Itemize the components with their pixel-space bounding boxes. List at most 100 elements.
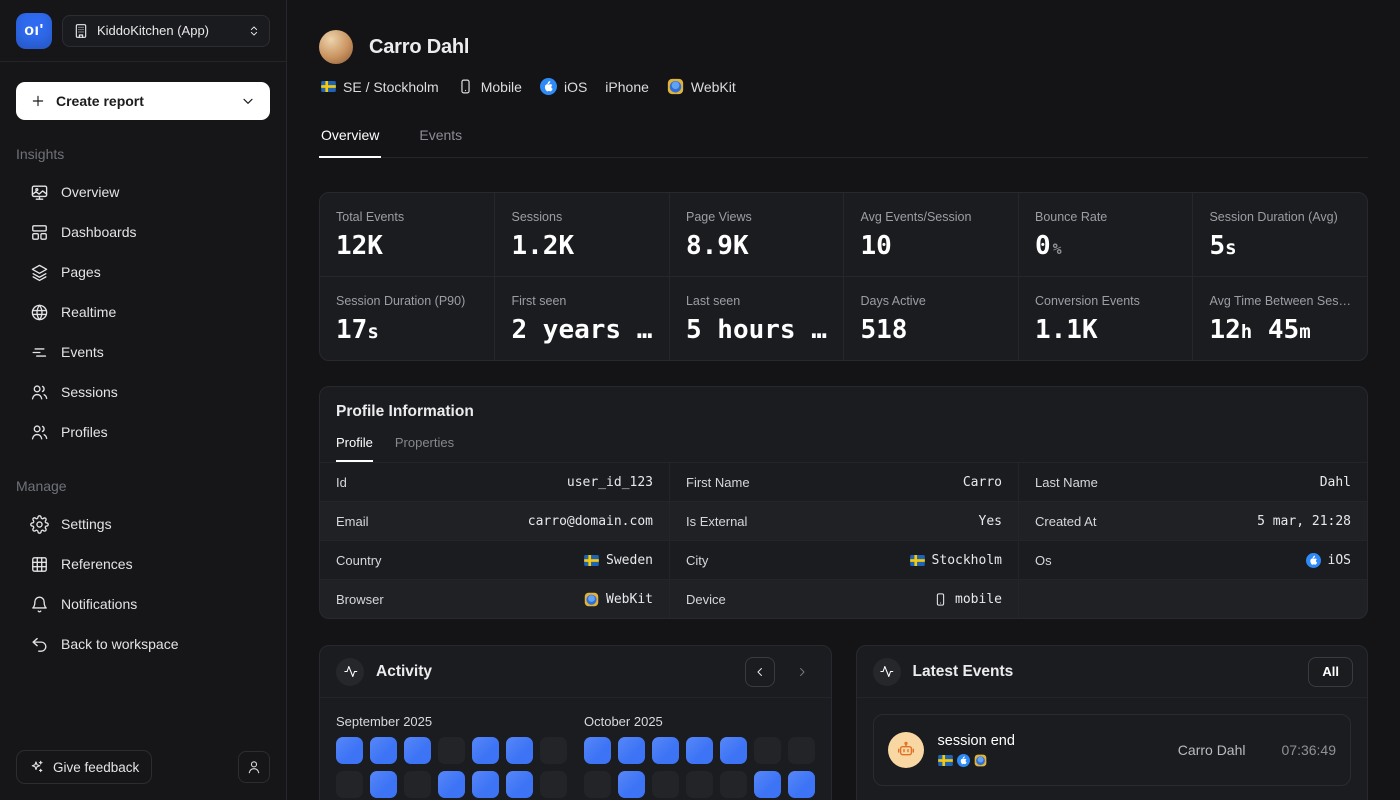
latest-events-chip <box>872 657 901 686</box>
stat-value: 12h 45m <box>1209 315 1311 345</box>
create-report-button[interactable]: Create report <box>16 82 270 120</box>
sidebar-bottom: Give feedback <box>0 736 286 800</box>
sidebar-item-label: Profiles <box>61 424 108 440</box>
sidebar-item-pages[interactable]: Pages <box>0 252 286 292</box>
page-title: Carro Dahl <box>369 35 470 58</box>
sidebar-item-profiles[interactable]: Profiles <box>0 412 286 452</box>
info-cell-last-name: Last Name Dahl <box>1018 463 1367 501</box>
app-logo[interactable]: oı' <box>16 12 52 49</box>
tab-overview[interactable]: Overview <box>319 127 382 158</box>
info-label: City <box>686 552 709 568</box>
profile-information-title: Profile Information <box>336 403 474 420</box>
chevrons-up-down-icon <box>247 24 261 38</box>
give-feedback-button[interactable]: Give feedback <box>16 750 153 784</box>
webkit-icon <box>974 754 987 767</box>
activity-prev-button[interactable] <box>744 656 775 687</box>
sidebar-item-events[interactable]: Events <box>0 332 286 372</box>
stat-value: 5s <box>1209 231 1237 261</box>
tab-profile[interactable]: Profile <box>336 435 373 462</box>
user-icon <box>246 759 262 775</box>
nav-section-label: Insights <box>16 146 65 162</box>
info-label: Created At <box>1035 513 1097 529</box>
project-select[interactable]: KiddoKitchen (App) <box>62 14 270 47</box>
info-label: Browser <box>336 591 384 607</box>
tab-events[interactable]: Events <box>419 127 463 143</box>
sidebar-item-overview[interactable]: Overview <box>0 172 286 212</box>
sidebar-item-settings[interactable]: Settings <box>0 504 286 544</box>
info-value: Carro <box>962 474 1002 490</box>
calendar-day-inactive <box>652 771 679 798</box>
calendar-grid <box>336 737 567 800</box>
apple-icon <box>956 754 970 767</box>
info-cell-is-external: Is External Yes <box>669 502 1018 540</box>
stat-label: Session Duration (Avg) <box>1209 210 1338 224</box>
tab-properties[interactable]: Properties <box>394 435 455 450</box>
apple-icon <box>1305 552 1321 568</box>
phone-icon <box>933 592 948 607</box>
profile-meta-text: Mobile <box>480 78 522 95</box>
sidebar-nav: Insights Overview Dashboards Pages Realtime… <box>0 120 286 664</box>
profile-meta-text: iOS <box>563 78 588 95</box>
info-value: Stockholm <box>909 553 1002 568</box>
building-icon <box>73 23 89 39</box>
sidebar-item-realtime[interactable]: Realtime <box>0 292 286 332</box>
stat-label: Session Duration (P90) <box>336 294 466 308</box>
calendar-day-inactive <box>754 737 781 764</box>
events-filter-all-button[interactable]: All <box>1308 656 1353 687</box>
info-label: Is External <box>686 513 748 529</box>
sidebar-item-notifications[interactable]: Notifications <box>0 584 286 624</box>
calendar-day-active <box>652 737 679 764</box>
stats-grid: Total Events 12K Sessions 1.2K Page Views 8.9… <box>320 193 1367 360</box>
nav-section-insights: Insights Overview Dashboards Pages Realtime… <box>0 146 286 452</box>
info-label: Last Name <box>1035 474 1098 490</box>
info-label: First Name <box>686 474 750 490</box>
calendar-month-label: October 2025 <box>584 714 663 729</box>
event-type-chip <box>887 732 924 768</box>
profile-meta-text: WebKit <box>690 78 736 95</box>
stat-first-seen: First seen 2 years … <box>494 276 669 360</box>
latest-events-title: Latest Events <box>912 662 1014 680</box>
event-item[interactable]: session end Carro Dahl 07:36:49 <box>872 714 1351 786</box>
table-row: Email carro@domain.com Is External Yes Creat… <box>320 501 1367 540</box>
info-cell-device: Device mobile <box>669 580 1018 618</box>
create-report-label: Create report <box>56 93 144 109</box>
stat-label: First seen <box>511 294 567 308</box>
calendar-month: October 2025 <box>584 714 815 800</box>
calendar-day-active <box>686 737 713 764</box>
user-menu-button[interactable] <box>238 751 270 783</box>
sparkles-icon <box>29 759 45 775</box>
avatar <box>319 30 353 64</box>
calendar-month-label: September 2025 <box>336 714 433 729</box>
sidebar-item-references[interactable]: References <box>0 544 286 584</box>
webkit-icon <box>667 78 684 95</box>
calendar-day-inactive <box>720 771 747 798</box>
stat-label: Page Views <box>685 210 752 224</box>
sidebar-item-label: Dashboards <box>61 224 137 240</box>
sidebar-item-label: Notifications <box>61 596 138 612</box>
profile-meta-item: SE / Stockholm <box>321 79 439 95</box>
info-value: iOS <box>1305 552 1351 568</box>
info-cell-created-at: Created At 5 mar, 21:28 <box>1018 502 1367 540</box>
stat-value: 8.9K <box>685 231 749 261</box>
calendar-day-inactive <box>584 771 611 798</box>
stat-value: 10 <box>860 231 892 261</box>
info-value: user_id_123 <box>566 474 653 490</box>
info-value: 5 mar, 21:28 <box>1257 513 1351 529</box>
flag-se-icon <box>321 81 336 92</box>
sidebar-item-back-to-workspace[interactable]: Back to workspace <box>0 624 286 664</box>
sidebar-item-sessions[interactable]: Sessions <box>0 372 286 412</box>
info-cell-email: Email carro@domain.com <box>320 502 669 540</box>
activity-next-button[interactable] <box>787 657 817 687</box>
calendar-day-inactive <box>540 771 567 798</box>
stat-label: Conversion Events <box>1034 294 1140 308</box>
references-icon <box>30 555 49 574</box>
users-icon <box>30 423 49 442</box>
stat-value: 2 years … <box>511 315 653 345</box>
table-row: Browser WebKit Device mobile <box>320 579 1367 618</box>
info-label: Device <box>686 591 726 607</box>
chevron-right-icon <box>795 665 809 679</box>
stat-page-views: Page Views 8.9K <box>668 193 844 276</box>
sidebar-item-dashboards[interactable]: Dashboards <box>0 212 286 252</box>
bell-icon <box>30 595 49 614</box>
give-feedback-label: Give feedback <box>53 759 140 775</box>
